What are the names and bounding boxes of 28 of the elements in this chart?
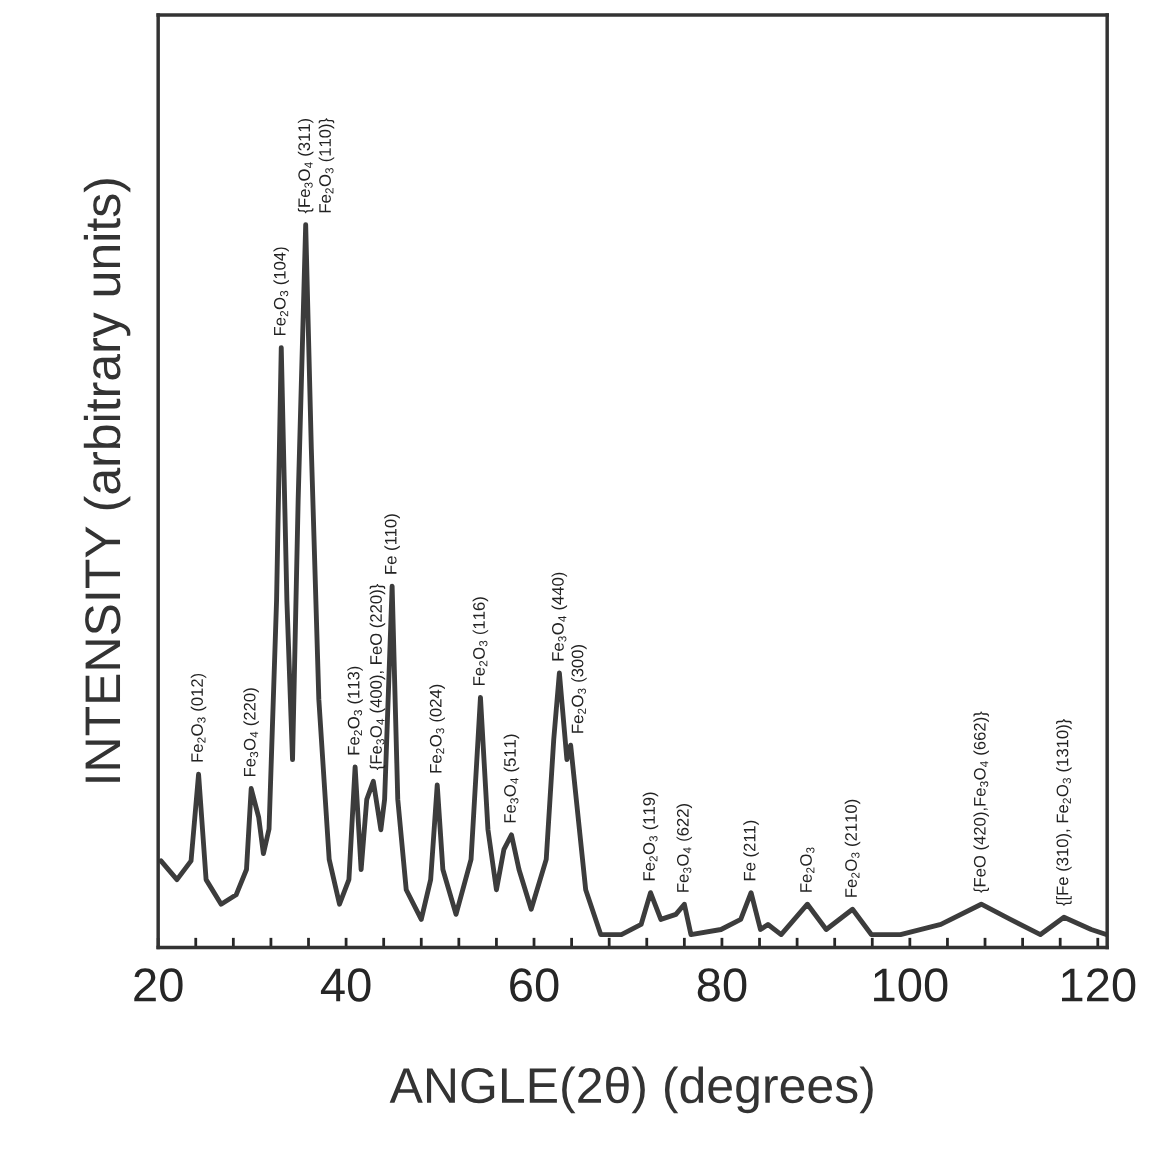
annotation: Fe$_{2}$O$_{3}$ (119) (642, 792, 659, 881)
annotation: {Fe$_{3}$O$_{4}$ (311) (297, 118, 314, 214)
annotation: Fe$_{2}$O$_{3}$ (2110) (844, 799, 861, 897)
annotation: Fe$_{3}$O$_{4}$ (440) (551, 572, 568, 661)
annotation: Fe$_{2}$O$_{3}$ (800, 847, 815, 892)
annotation: Fe$_{3}$O$_{4}$ (511) (503, 734, 520, 823)
x-tick-label: 40 (320, 968, 371, 1002)
x-axis-title: ANGLE(2θ) (degrees) (389, 1066, 873, 1114)
y-axis-title: INTENSITY (arbitrary units) (83, 179, 131, 782)
annotation: Fe (211) (743, 820, 759, 881)
x-tick-label: 80 (697, 968, 747, 1002)
x-tick-label: 20 (134, 968, 183, 1002)
annotation: Fe$_{2}$O$_{3}$ (024) (429, 684, 445, 773)
annotation: {Fe$_{3}$O$_{4}$ (400), FeO (220)} (369, 584, 386, 770)
annotation: {FeO (420),Fe$_{3}$O$_{4}$ (662)} (973, 711, 989, 893)
annotation: Fe$_{2}$O$_{3}$ (012) (190, 673, 207, 762)
annotation: Fe$_{3}$O$_{4}$ (622) (676, 804, 693, 892)
annotation: Fe (110) (384, 514, 400, 574)
annotation: Fe$_{2}$O$_{3}$ (116) (472, 597, 489, 685)
x-tick-label: 100 (874, 968, 948, 1002)
annotation: Fe$_{2}$O$_{3}$ (300) (571, 644, 587, 733)
x-tick-label: 60 (510, 968, 559, 1002)
x-tick-label: 120 (1061, 968, 1136, 1002)
annotation: Fe$_{2}$O$_{3}$ (113) (347, 666, 363, 755)
annotation: Fe$_{2}$O$_{3}$ (110)} (318, 118, 335, 213)
annotation: Fe$_{2}$O$_{3}$ (104) (273, 247, 289, 336)
annotation: Fe$_{3}$O$_{4}$ (220) (243, 688, 259, 777)
annotation: {[Fe (310), Fe$_{2}$O$_{3}$ (1310)} (1056, 719, 1072, 906)
